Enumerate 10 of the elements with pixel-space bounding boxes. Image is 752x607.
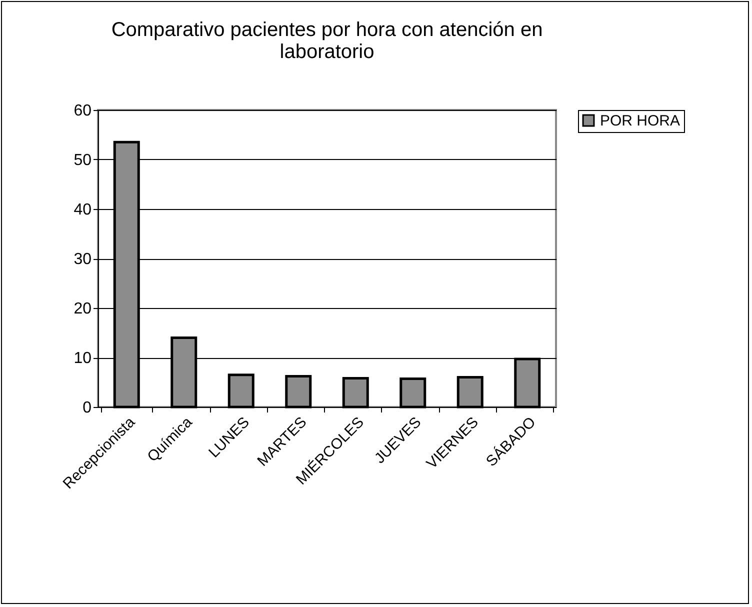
- text: Comparativo pacientes por hora con atención en: [111, 19, 543, 41]
- legend-label: POR HORA: [600, 112, 680, 130]
- y-tick-label: 40: [74, 202, 92, 218]
- text: laboratorio: [280, 41, 374, 63]
- y-tick-label: 0: [82, 400, 92, 416]
- y-tick-label: 10: [74, 350, 92, 367]
- y-tick-label: 50: [74, 152, 92, 169]
- y-tick-label: 60: [74, 102, 92, 120]
- y-tick-label: 30: [74, 251, 92, 268]
- y-tick-label: 20: [74, 300, 92, 318]
